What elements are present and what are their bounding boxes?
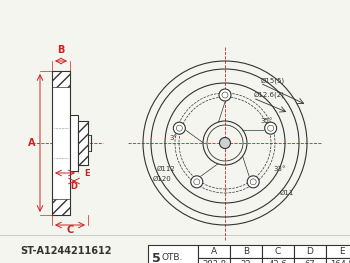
Text: 43.6: 43.6 xyxy=(269,260,287,263)
Text: 33°: 33° xyxy=(273,166,286,172)
Circle shape xyxy=(219,89,231,101)
Bar xyxy=(198,258,230,263)
Text: 164.8: 164.8 xyxy=(330,260,350,263)
Text: Ø11: Ø11 xyxy=(280,190,294,196)
Bar xyxy=(230,258,262,263)
Bar xyxy=(52,71,70,215)
Text: 283.8: 283.8 xyxy=(202,260,226,263)
Circle shape xyxy=(247,176,259,188)
Bar xyxy=(262,258,294,263)
Bar xyxy=(294,245,326,258)
Text: 5: 5 xyxy=(152,251,161,263)
Text: B: B xyxy=(57,45,65,55)
Bar xyxy=(262,245,294,258)
Bar xyxy=(198,245,230,258)
Bar xyxy=(230,245,262,258)
Text: D: D xyxy=(307,247,314,256)
Text: Ø12.6(2): Ø12.6(2) xyxy=(254,92,285,99)
Text: 3°: 3° xyxy=(169,135,177,141)
Text: 35°: 35° xyxy=(260,118,272,124)
Text: 22: 22 xyxy=(241,260,251,263)
Text: E: E xyxy=(339,247,345,256)
Text: E: E xyxy=(84,169,90,178)
Text: A: A xyxy=(211,247,217,256)
Bar xyxy=(78,121,88,165)
Text: ST-A1244211612: ST-A1244211612 xyxy=(20,246,112,256)
Circle shape xyxy=(191,176,203,188)
Bar xyxy=(326,245,350,258)
Text: C: C xyxy=(66,225,74,235)
Text: Ø120: Ø120 xyxy=(153,176,172,182)
Text: C: C xyxy=(275,247,281,256)
Circle shape xyxy=(265,122,277,134)
Text: A: A xyxy=(28,138,36,148)
Text: Ø15(5): Ø15(5) xyxy=(261,77,285,83)
Text: 67: 67 xyxy=(304,260,315,263)
Bar xyxy=(70,115,78,171)
Text: D: D xyxy=(70,182,77,191)
Circle shape xyxy=(219,138,231,149)
Bar xyxy=(294,258,326,263)
Bar xyxy=(148,245,198,263)
Circle shape xyxy=(173,122,186,134)
Bar xyxy=(78,121,88,165)
Bar xyxy=(52,71,70,87)
Text: B: B xyxy=(243,247,249,256)
Text: Ø112: Ø112 xyxy=(157,166,176,172)
Bar xyxy=(52,199,70,215)
Text: ОТВ.: ОТВ. xyxy=(162,254,183,262)
Bar xyxy=(326,258,350,263)
